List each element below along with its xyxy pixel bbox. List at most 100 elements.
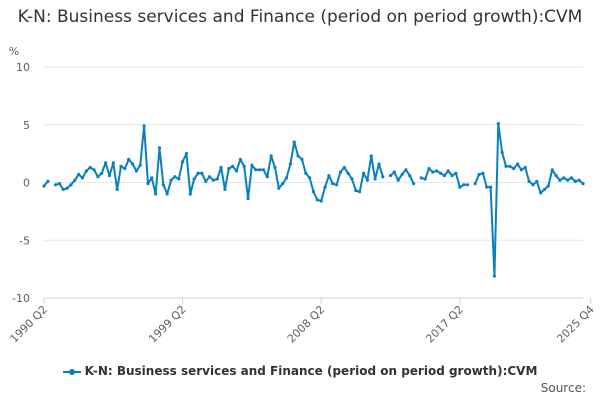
data-point[interactable] [161,183,165,187]
data-point[interactable] [354,188,358,193]
data-point[interactable] [539,191,543,195]
data-point[interactable] [84,169,88,173]
data-point[interactable] [281,182,285,186]
data-point[interactable] [142,124,146,128]
data-point[interactable] [61,187,65,192]
data-point[interactable] [296,154,300,158]
data-point[interactable] [346,171,350,175]
data-point[interactable] [492,274,497,278]
data-point[interactable] [231,164,235,168]
data-point[interactable] [319,199,323,203]
data-point[interactable] [242,164,246,168]
data-point[interactable] [465,183,470,187]
data-point[interactable] [150,176,154,180]
data-point[interactable] [381,175,385,179]
data-point[interactable] [377,162,381,166]
data-point[interactable] [173,175,177,179]
data-point[interactable] [138,163,142,167]
data-point[interactable] [542,187,547,192]
data-point[interactable] [69,183,73,187]
data-point[interactable] [53,183,58,187]
data-point[interactable] [261,168,266,172]
data-point[interactable] [181,160,185,164]
data-point[interactable] [392,170,396,174]
data-point[interactable] [223,187,227,192]
data-point[interactable] [531,183,535,187]
data-point[interactable] [435,169,439,173]
data-point[interactable] [154,192,158,196]
data-point[interactable] [515,162,520,166]
data-point[interactable] [300,157,304,161]
data-point[interactable] [431,170,435,174]
data-point[interactable] [308,176,312,180]
data-point[interactable] [104,161,108,165]
data-point[interactable] [335,183,339,187]
data-point[interactable] [184,152,189,156]
data-point[interactable] [400,172,404,177]
data-point[interactable] [446,169,450,173]
data-point[interactable] [234,169,239,173]
data-point[interactable] [558,178,562,182]
data-point[interactable] [265,175,269,179]
data-point[interactable] [177,177,181,181]
data-point[interactable] [227,167,231,171]
data-point[interactable] [462,183,466,187]
data-point[interactable] [165,192,169,196]
data-point[interactable] [254,168,258,172]
data-point[interactable] [442,173,446,178]
data-point[interactable] [527,179,531,183]
data-point[interactable] [450,173,454,178]
data-point[interactable] [361,171,366,175]
data-point[interactable] [427,167,431,171]
data-point[interactable] [404,168,408,172]
data-point[interactable] [481,171,485,175]
data-point[interactable] [323,185,327,189]
series-line[interactable] [43,122,584,278]
data-point[interactable] [350,177,354,181]
data-point[interactable] [327,173,331,178]
data-point[interactable] [485,185,489,189]
data-point[interactable] [292,140,296,144]
data-point[interactable] [96,175,100,179]
data-point[interactable] [273,165,277,170]
data-point[interactable] [342,165,346,170]
data-point[interactable] [100,171,104,175]
data-point[interactable] [169,178,173,182]
legend[interactable]: K-N: Business services and Finance (peri… [0,364,600,378]
data-point[interactable] [146,182,150,186]
data-point[interactable] [423,177,427,181]
data-point[interactable] [554,173,558,178]
data-point[interactable] [504,164,508,168]
data-point[interactable] [489,185,493,189]
data-point[interactable] [315,198,319,202]
data-point[interactable] [42,184,46,188]
data-point[interactable] [80,176,85,180]
data-point[interactable] [238,157,242,161]
data-point[interactable] [288,162,292,166]
data-point[interactable] [396,178,400,182]
data-point[interactable] [304,171,308,175]
data-point[interactable] [119,164,123,168]
data-point[interactable] [157,146,162,150]
data-point[interactable] [73,178,77,182]
data-point[interactable] [311,190,316,194]
data-point[interactable] [204,179,208,183]
data-point[interactable] [115,187,119,192]
data-point[interactable] [196,171,200,175]
data-point[interactable] [284,176,289,180]
data-point[interactable] [562,176,566,180]
data-point[interactable] [277,186,281,190]
data-point[interactable] [246,197,250,201]
data-point[interactable] [412,182,416,186]
data-point[interactable] [200,171,204,175]
data-point[interactable] [365,178,369,182]
data-point[interactable] [77,172,81,177]
data-point[interactable] [134,169,138,173]
data-point[interactable] [269,154,273,158]
series-points[interactable] [42,121,585,278]
data-point[interactable] [369,154,373,158]
data-point[interactable] [388,173,393,178]
data-point[interactable] [338,170,343,174]
data-point[interactable] [358,190,362,194]
series-line-path[interactable] [43,122,584,278]
